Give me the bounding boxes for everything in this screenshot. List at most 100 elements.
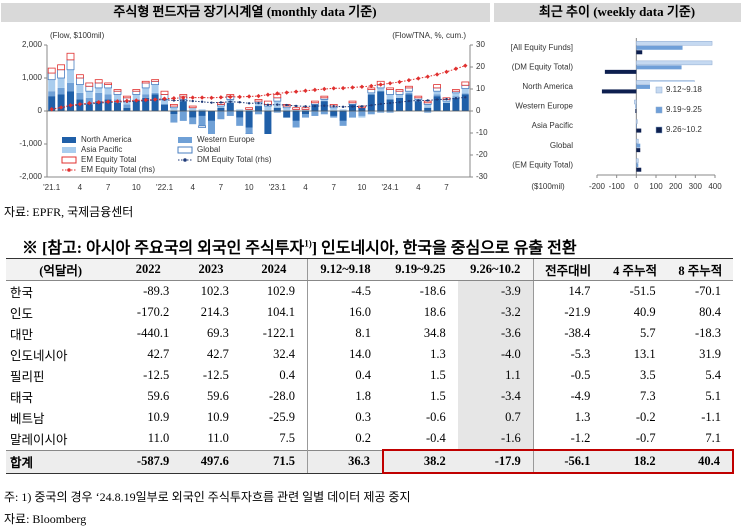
bar-segment [424, 107, 432, 111]
legend-label: 9.19~9.25 [666, 105, 702, 114]
table-row: 한국 -89.3 102.3 102.9 -4.5 -18.6 -3.9 14.7 -51.5 -… [6, 280, 733, 302]
point [416, 76, 421, 81]
bar [604, 69, 637, 74]
bar-segment [142, 87, 150, 95]
bar-segment [160, 90, 169, 95]
point [247, 102, 251, 105]
bar-segment [141, 80, 150, 84]
cell: 0.2 [306, 428, 383, 450]
bar-segment [198, 111, 206, 116]
bar-segment [85, 82, 94, 87]
point [143, 97, 148, 103]
point [181, 95, 186, 100]
bar-segment [255, 106, 262, 111]
bar-segment [245, 127, 253, 135]
bar-segment [104, 94, 112, 100]
y2-axis-label: (Flow/TNA, %, cum.) [392, 31, 466, 40]
legend-label: EM Equity Total [81, 155, 137, 164]
legend-swatch [183, 158, 187, 162]
legend-box [650, 82, 720, 152]
x-tick-label: -200 [589, 182, 606, 191]
cell: -0.2 [635, 410, 656, 424]
bar-segment [424, 104, 432, 108]
bar-segment [198, 109, 206, 111]
bar-segment [367, 92, 375, 95]
bar [636, 41, 713, 46]
bar-segment [170, 114, 178, 123]
row-label: 인도네시아 [10, 349, 68, 363]
bar-segment [310, 100, 319, 104]
bar [636, 45, 683, 50]
bar-segment [452, 97, 460, 111]
y2-tick-label: 30 [476, 40, 485, 49]
bar-segment [170, 111, 178, 115]
x-tick-label: '24.1 [382, 183, 400, 192]
bar-segment [57, 64, 65, 71]
bar-segment [161, 99, 168, 105]
bar-segment [245, 111, 253, 128]
legend-label: EM Equity Total (rhs) [81, 165, 155, 174]
row-label: 필리핀 [10, 370, 45, 384]
y2-tick-label: 10 [476, 84, 485, 93]
cell: 0.4 [306, 365, 383, 386]
legend-label: North America [81, 135, 132, 144]
point [331, 86, 336, 91]
cell: 42.7 [207, 347, 229, 361]
cell: 14.7 [532, 280, 603, 302]
y-tick-label: -2,000 [19, 172, 42, 181]
cell: 214.3 [200, 305, 229, 319]
source: 자료: Bloomberg [4, 512, 87, 526]
cell: 8.1 [306, 323, 383, 344]
bar-segment [123, 104, 131, 108]
y-tick-label: 1,000 [22, 73, 43, 82]
cell: 7.1 [705, 431, 721, 445]
cell: 5.1 [705, 389, 721, 403]
bar [635, 104, 637, 109]
bar-segment [67, 82, 74, 92]
y2-tick-label: 20 [476, 62, 485, 71]
bar-segment [104, 99, 112, 111]
bar-segment [395, 90, 404, 95]
bar-segment [142, 97, 150, 111]
bar-segment [189, 111, 197, 118]
legend-label: DM Equity Total (rhs) [197, 155, 272, 164]
cell: -4.5 [306, 280, 383, 302]
header-row: (억달러) 2022 2023 2024 9.12~9.18 9.19~9.25 9.26~… [6, 258, 733, 281]
header-cell: (억달러) [6, 258, 116, 281]
bar-segment [189, 117, 197, 125]
cell: 14.0 [306, 344, 383, 365]
bar-segment [452, 92, 460, 97]
header-cell: 전주대비 [532, 258, 603, 281]
cell: -170.2 [136, 305, 170, 319]
row-label: 대만 [10, 328, 34, 342]
cell: -25.9 [268, 410, 295, 424]
x-axis-label: ($100mil) [531, 182, 565, 191]
legend-swatch [655, 86, 663, 94]
bar-segment [283, 111, 291, 118]
cell: 1.5 [430, 389, 446, 403]
cell: 1.5 [430, 368, 446, 382]
cell: -5.3 [532, 344, 603, 365]
bar-segment [226, 102, 234, 111]
bar-segment [330, 111, 338, 116]
bar [636, 128, 642, 133]
header-cell: 2024 [240, 258, 308, 281]
bar-segment [217, 111, 225, 120]
point [228, 94, 233, 100]
y-tick-label: North America [522, 82, 573, 91]
header-cell: 8 주누적 [667, 258, 733, 281]
bar-segment [113, 89, 122, 92]
bar [636, 124, 637, 129]
bar [636, 158, 639, 163]
bar-segment [57, 87, 65, 95]
bar-segment [47, 67, 56, 74]
header-cell: 9.19~9.25 [382, 258, 458, 281]
point [388, 101, 392, 105]
point [238, 101, 241, 104]
cell: -21.9 [532, 302, 603, 323]
bar-segment [76, 92, 84, 100]
bar-segment [264, 111, 272, 141]
bar-segment [367, 89, 376, 94]
cell: 0.7 [457, 407, 534, 428]
bar-segment [414, 101, 422, 111]
